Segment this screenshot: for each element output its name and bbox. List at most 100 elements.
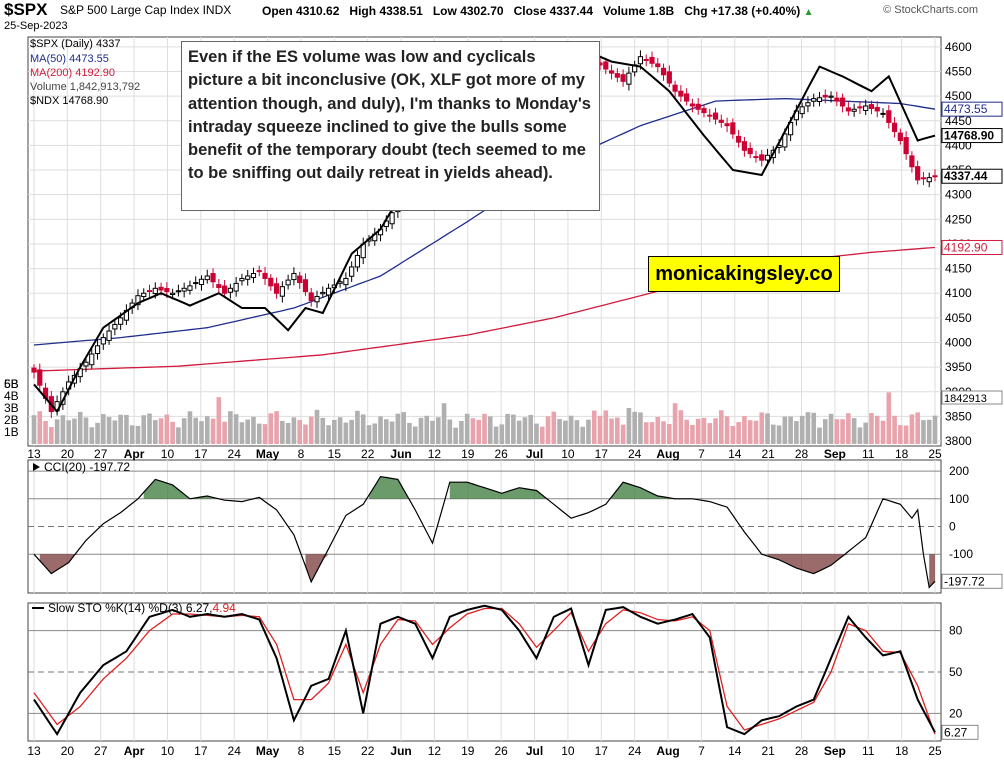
legend-volume: Volume 1,842,913,792: [30, 81, 141, 93]
sto-legend: Slow STO %K(14) %D(3) 6.27,: [48, 601, 213, 615]
candle-body: [279, 286, 285, 297]
x-tick-label: 27: [94, 447, 108, 461]
price-label-box: [941, 101, 1003, 117]
x-tick-label-bottom: 10: [161, 744, 175, 758]
volume-bar: [435, 417, 441, 444]
candle-body: [193, 282, 199, 285]
x-tick-label-bottom: 27: [94, 744, 108, 758]
low-value: 4302.70: [460, 4, 504, 18]
candle-body: [736, 135, 742, 143]
x-tick-label-bottom: 21: [761, 744, 775, 758]
x-tick-label: 24: [228, 447, 242, 461]
volume-bar: [314, 409, 320, 444]
candle-body: [695, 103, 701, 110]
x-tick-label: 26: [495, 447, 509, 461]
volume-bar: [135, 425, 141, 444]
volume-bar: [811, 412, 817, 444]
candle-body: [828, 95, 834, 98]
volume-bar: [903, 425, 909, 444]
volume-bar: [401, 412, 406, 444]
stochastic-panel: [27, 602, 942, 742]
candle-body: [164, 288, 170, 293]
volume-bar: [355, 410, 360, 444]
x-tick-label-bottom: 11: [862, 744, 875, 758]
high-value: 4338.51: [379, 4, 423, 18]
x-tick-label: 15: [328, 447, 342, 461]
candle-body: [250, 273, 257, 279]
candle-body: [343, 277, 349, 286]
candle-body: [880, 112, 886, 115]
candle-body: [926, 177, 932, 183]
candle-body: [718, 119, 724, 123]
volume-bar: [690, 425, 695, 444]
volume-bar: [776, 425, 782, 444]
x-tick-label-bottom: 18: [895, 744, 909, 758]
x-tick-label: 13: [27, 447, 41, 461]
cci-tick-label: -100: [949, 547, 973, 561]
candle-body: [868, 104, 875, 109]
volume-bar: [366, 425, 372, 444]
high-label: High: [349, 4, 377, 18]
candle-body: [701, 108, 707, 114]
candle-body: [643, 59, 649, 62]
volume-bar: [83, 417, 89, 444]
volume-bar: [106, 417, 112, 444]
volume-bar: [60, 415, 66, 444]
candle-body: [198, 278, 205, 286]
volume-bar: [424, 415, 430, 444]
volume-bar: [343, 422, 349, 444]
volume-bar: [695, 418, 701, 444]
cci-panel: [27, 459, 942, 594]
candle-body: [285, 279, 291, 286]
volume-bar: [129, 425, 135, 444]
candle-body: [608, 70, 615, 74]
volume-bar: [285, 423, 291, 444]
x-tick-label: 17: [194, 447, 208, 461]
candle-body: [626, 72, 632, 85]
close-value: 4337.44: [549, 4, 594, 18]
candle-body: [891, 122, 898, 132]
volume-bar: [262, 424, 268, 444]
volume-bar: [655, 417, 661, 444]
volume-bar: [453, 427, 458, 444]
volume-bar: [181, 418, 187, 444]
candle-body: [764, 154, 771, 161]
candle-body: [135, 295, 141, 306]
price-tick-label: 4500: [945, 89, 972, 103]
stockcharts-brand[interactable]: © StockCharts.com: [883, 4, 978, 16]
watermark-banner: monicakingsley.co: [648, 256, 840, 292]
volume-bar: [239, 422, 245, 444]
candle-body: [181, 287, 187, 292]
annotation-box: Even if the ES volume was low and cyclic…: [181, 41, 600, 211]
x-tick-label-bottom: 25: [928, 744, 942, 758]
candle-body: [799, 106, 805, 115]
x-tick-label: Aug: [656, 447, 679, 461]
candle-body: [273, 283, 280, 294]
candle-body: [903, 137, 909, 155]
candle-body: [112, 323, 118, 330]
volume-bar: [747, 420, 753, 444]
volume-bar: [372, 423, 378, 444]
x-tick-label-bottom: 19: [461, 744, 475, 758]
volume-bar: [563, 420, 568, 444]
candle-body: [678, 90, 684, 97]
candle-body: [932, 175, 938, 178]
candle-body: [146, 290, 153, 293]
cci-marker-icon: [33, 463, 40, 471]
sto-k-line: [33, 604, 936, 737]
candle-body: [152, 287, 158, 295]
candle-body: [37, 369, 43, 386]
volume-bar: [349, 419, 354, 444]
volume-bar: [539, 426, 545, 444]
volume-bar: [684, 419, 689, 444]
candle-body: [268, 277, 274, 287]
volume-bar: [643, 422, 649, 444]
volume-bar: [557, 419, 562, 444]
x-tick-label-bottom: 8: [298, 744, 305, 758]
volume-bar: [505, 413, 510, 444]
candle-body: [256, 270, 262, 273]
volume-bar: [869, 412, 874, 444]
price-label-box: [941, 239, 1003, 255]
x-tick-label-bottom: Jun: [390, 744, 411, 758]
volume-bar: [522, 417, 528, 444]
